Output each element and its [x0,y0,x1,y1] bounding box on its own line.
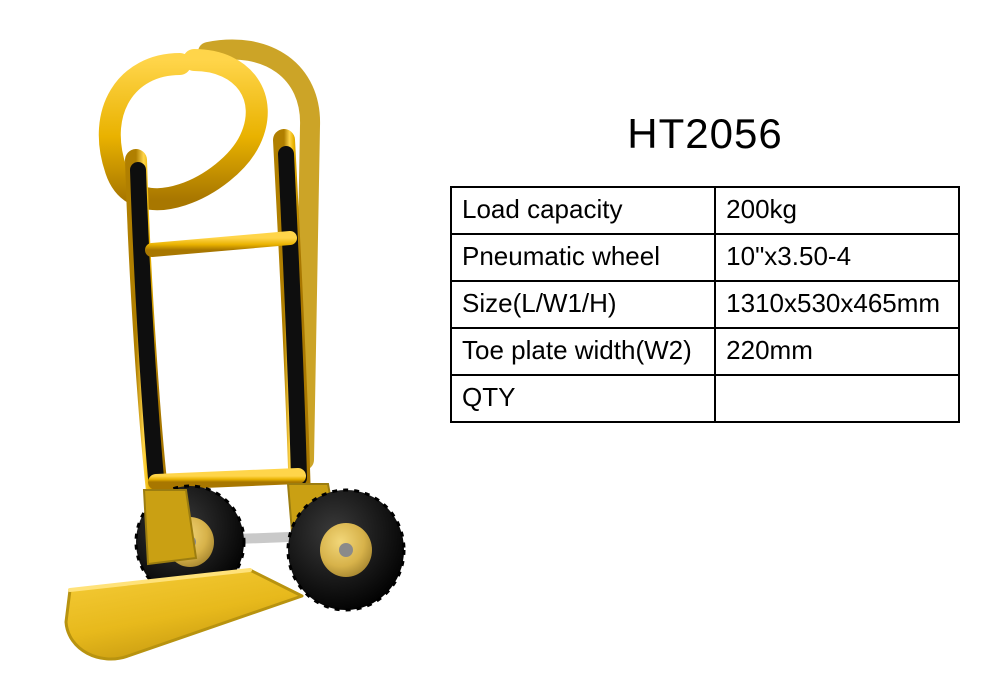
spec-label: Toe plate width(W2) [451,328,715,375]
spec-label: Pneumatic wheel [451,234,715,281]
table-row: Size(L/W1/H) 1310x530x465mm [451,281,959,328]
table-row: Load capacity 200kg [451,187,959,234]
hand-truck-illustration [40,30,420,670]
product-title: HT2056 [450,110,960,158]
spec-value [715,375,959,422]
table-row: Toe plate width(W2) 220mm [451,328,959,375]
table-row: Pneumatic wheel 10"x3.50-4 [451,234,959,281]
product-image-region [0,0,440,700]
spec-value: 220mm [715,328,959,375]
spec-value: 200kg [715,187,959,234]
spec-label: QTY [451,375,715,422]
spec-table: Load capacity 200kg Pneumatic wheel 10"x… [450,186,960,423]
spec-value: 10"x3.50-4 [715,234,959,281]
spec-panel: HT2056 Load capacity 200kg Pneumatic whe… [440,0,1000,700]
spec-label: Size(L/W1/H) [451,281,715,328]
table-row: QTY [451,375,959,422]
spec-label: Load capacity [451,187,715,234]
spec-value: 1310x530x465mm [715,281,959,328]
